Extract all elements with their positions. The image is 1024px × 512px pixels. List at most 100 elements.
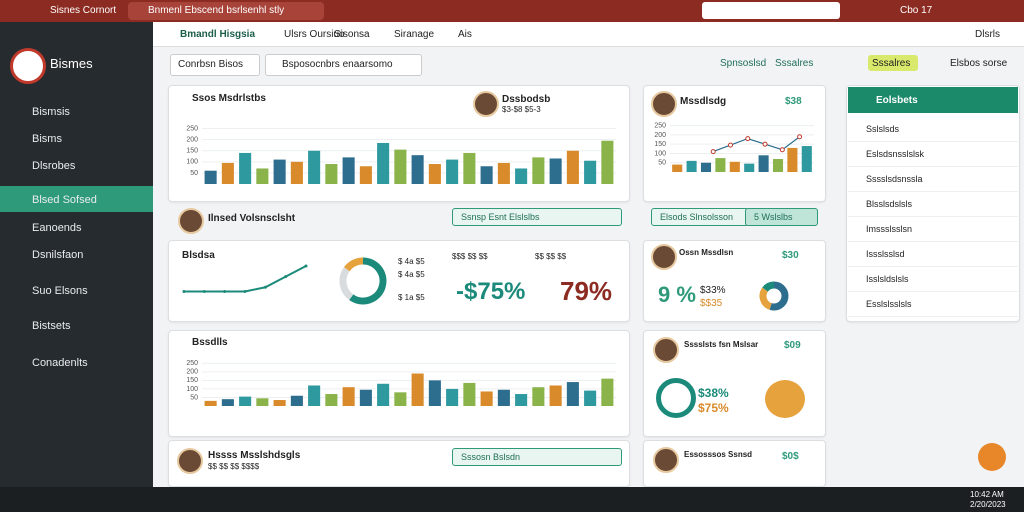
list-row[interactable] <box>848 267 1018 292</box>
y-tick-label: 150 <box>186 148 198 155</box>
tab[interactable]: Sisnes Cornort <box>50 5 117 16</box>
donut-slice <box>769 281 789 311</box>
nav-item[interactable]: Ulsrs Oursiuo <box>284 29 345 40</box>
bar <box>290 161 303 184</box>
donut-slice <box>759 287 773 310</box>
list-item[interactable]: Imssslsslsn <box>866 224 913 234</box>
list-item[interactable]: Eslsdsnsslslsk <box>866 149 925 159</box>
menu-item[interactable]: Conadenlts <box>32 357 88 369</box>
list-row[interactable] <box>848 242 1018 267</box>
filter[interactable] <box>265 54 422 76</box>
address-bar[interactable] <box>702 2 840 19</box>
list-row[interactable] <box>848 217 1018 242</box>
y-tick-label: 50 <box>190 170 198 177</box>
panel <box>168 330 630 437</box>
menu-item[interactable]: Bismsis <box>32 106 70 118</box>
menu-item[interactable]: Bisms <box>32 133 62 145</box>
bar <box>584 160 597 184</box>
ring <box>656 378 696 418</box>
bar-chart: 50 100 150 200 250 <box>654 122 814 172</box>
list-item[interactable]: Isslsldslsls <box>866 274 909 284</box>
tab[interactable]: Bnmenl Ebscend bsrlsenhl stly <box>148 5 285 16</box>
list-item[interactable]: Issslsslsd <box>866 249 905 259</box>
list-item[interactable]: Sslslsds <box>866 124 900 134</box>
list-row[interactable] <box>848 142 1018 167</box>
bar <box>497 162 510 184</box>
panel-title: Ssos Msdrlstbs <box>192 93 266 104</box>
user: Cbo 17 <box>900 5 933 16</box>
point <box>202 290 206 293</box>
panel-title: Mssdlsdg <box>680 96 727 107</box>
filter[interactable] <box>170 54 260 76</box>
avatar-large <box>765 380 805 418</box>
bar <box>700 162 712 172</box>
nav-item[interactable]: Ais <box>458 29 472 40</box>
bar <box>515 168 528 184</box>
avatar <box>651 244 677 270</box>
point <box>779 147 785 153</box>
card-value: $38% <box>698 386 729 400</box>
bar <box>787 147 798 172</box>
legend: $ 4a $5 <box>398 270 425 279</box>
bar <box>428 164 441 184</box>
menu-item[interactable]: Eanoends <box>32 222 82 234</box>
logo <box>10 48 46 84</box>
panel-title: Sssslsts fsn Mslsar <box>684 340 759 349</box>
avatar <box>653 337 679 363</box>
point <box>304 264 308 268</box>
clock: 10:42 AM <box>970 490 1004 499</box>
bar <box>204 170 217 184</box>
bar <box>239 396 252 406</box>
nav-item[interactable]: Bmandl Hisgsia <box>180 29 256 40</box>
list-row[interactable] <box>848 192 1018 217</box>
y-tick-label: 100 <box>654 150 666 157</box>
point <box>243 290 247 293</box>
button[interactable]: 5 Wslslbs <box>745 208 818 226</box>
nav-item[interactable]: Sisonsa <box>334 29 370 40</box>
bar <box>308 385 321 406</box>
button[interactable]: Ssnsp Esnt Elslslbs <box>452 208 622 226</box>
nav-item[interactable]: Siranage <box>394 29 435 40</box>
bar <box>359 166 372 184</box>
tab-active[interactable] <box>128 2 324 20</box>
bar <box>308 150 321 184</box>
nav-right[interactable]: Dlsrls <box>975 29 1000 40</box>
bar <box>480 166 493 184</box>
list-item[interactable]: Sssslsdsnssla <box>866 174 923 184</box>
active-item[interactable] <box>0 186 153 212</box>
action[interactable]: Elsbos sorse <box>950 58 1008 69</box>
menu-item[interactable]: Suo Elsons <box>32 285 88 297</box>
person: Dssbodsb <box>502 94 551 105</box>
button[interactable]: Sssosn Bslsdn <box>452 448 622 466</box>
point <box>797 134 803 140</box>
button[interactable]: Elsods Slnsolsson <box>651 208 749 226</box>
action[interactable]: Sssalres <box>775 58 814 69</box>
chat-button[interactable] <box>978 443 1006 471</box>
y-tick-label: 200 <box>186 136 198 143</box>
action[interactable]: Spnsoslsd <box>720 58 767 69</box>
bar <box>715 158 726 172</box>
menu-item[interactable]: Bistsets <box>32 320 71 332</box>
list-item[interactable]: Esslslsslsls <box>866 299 912 309</box>
action-badge[interactable] <box>868 55 918 71</box>
bar <box>463 152 476 184</box>
bar <box>377 142 390 184</box>
list-row[interactable] <box>848 117 1018 142</box>
menu-item[interactable]: Dsnilsfaon <box>32 249 84 261</box>
bar <box>446 388 459 406</box>
panel-title: Bssdlls <box>192 337 228 348</box>
panel <box>168 240 630 322</box>
list-row[interactable] <box>848 167 1018 192</box>
list-item[interactable]: Blsslsdslsls <box>866 199 913 209</box>
bar <box>411 373 424 406</box>
point <box>710 149 716 155</box>
menu-item[interactable]: Blsed Sofsed <box>32 194 97 206</box>
avatar <box>177 448 203 474</box>
avatar <box>178 208 204 234</box>
bar <box>273 400 286 406</box>
bar <box>204 400 217 406</box>
point <box>745 136 751 142</box>
action[interactable]: Sssalres <box>872 58 911 69</box>
menu-item[interactable]: Dlsrobes <box>32 160 76 172</box>
list-row[interactable] <box>848 292 1018 317</box>
